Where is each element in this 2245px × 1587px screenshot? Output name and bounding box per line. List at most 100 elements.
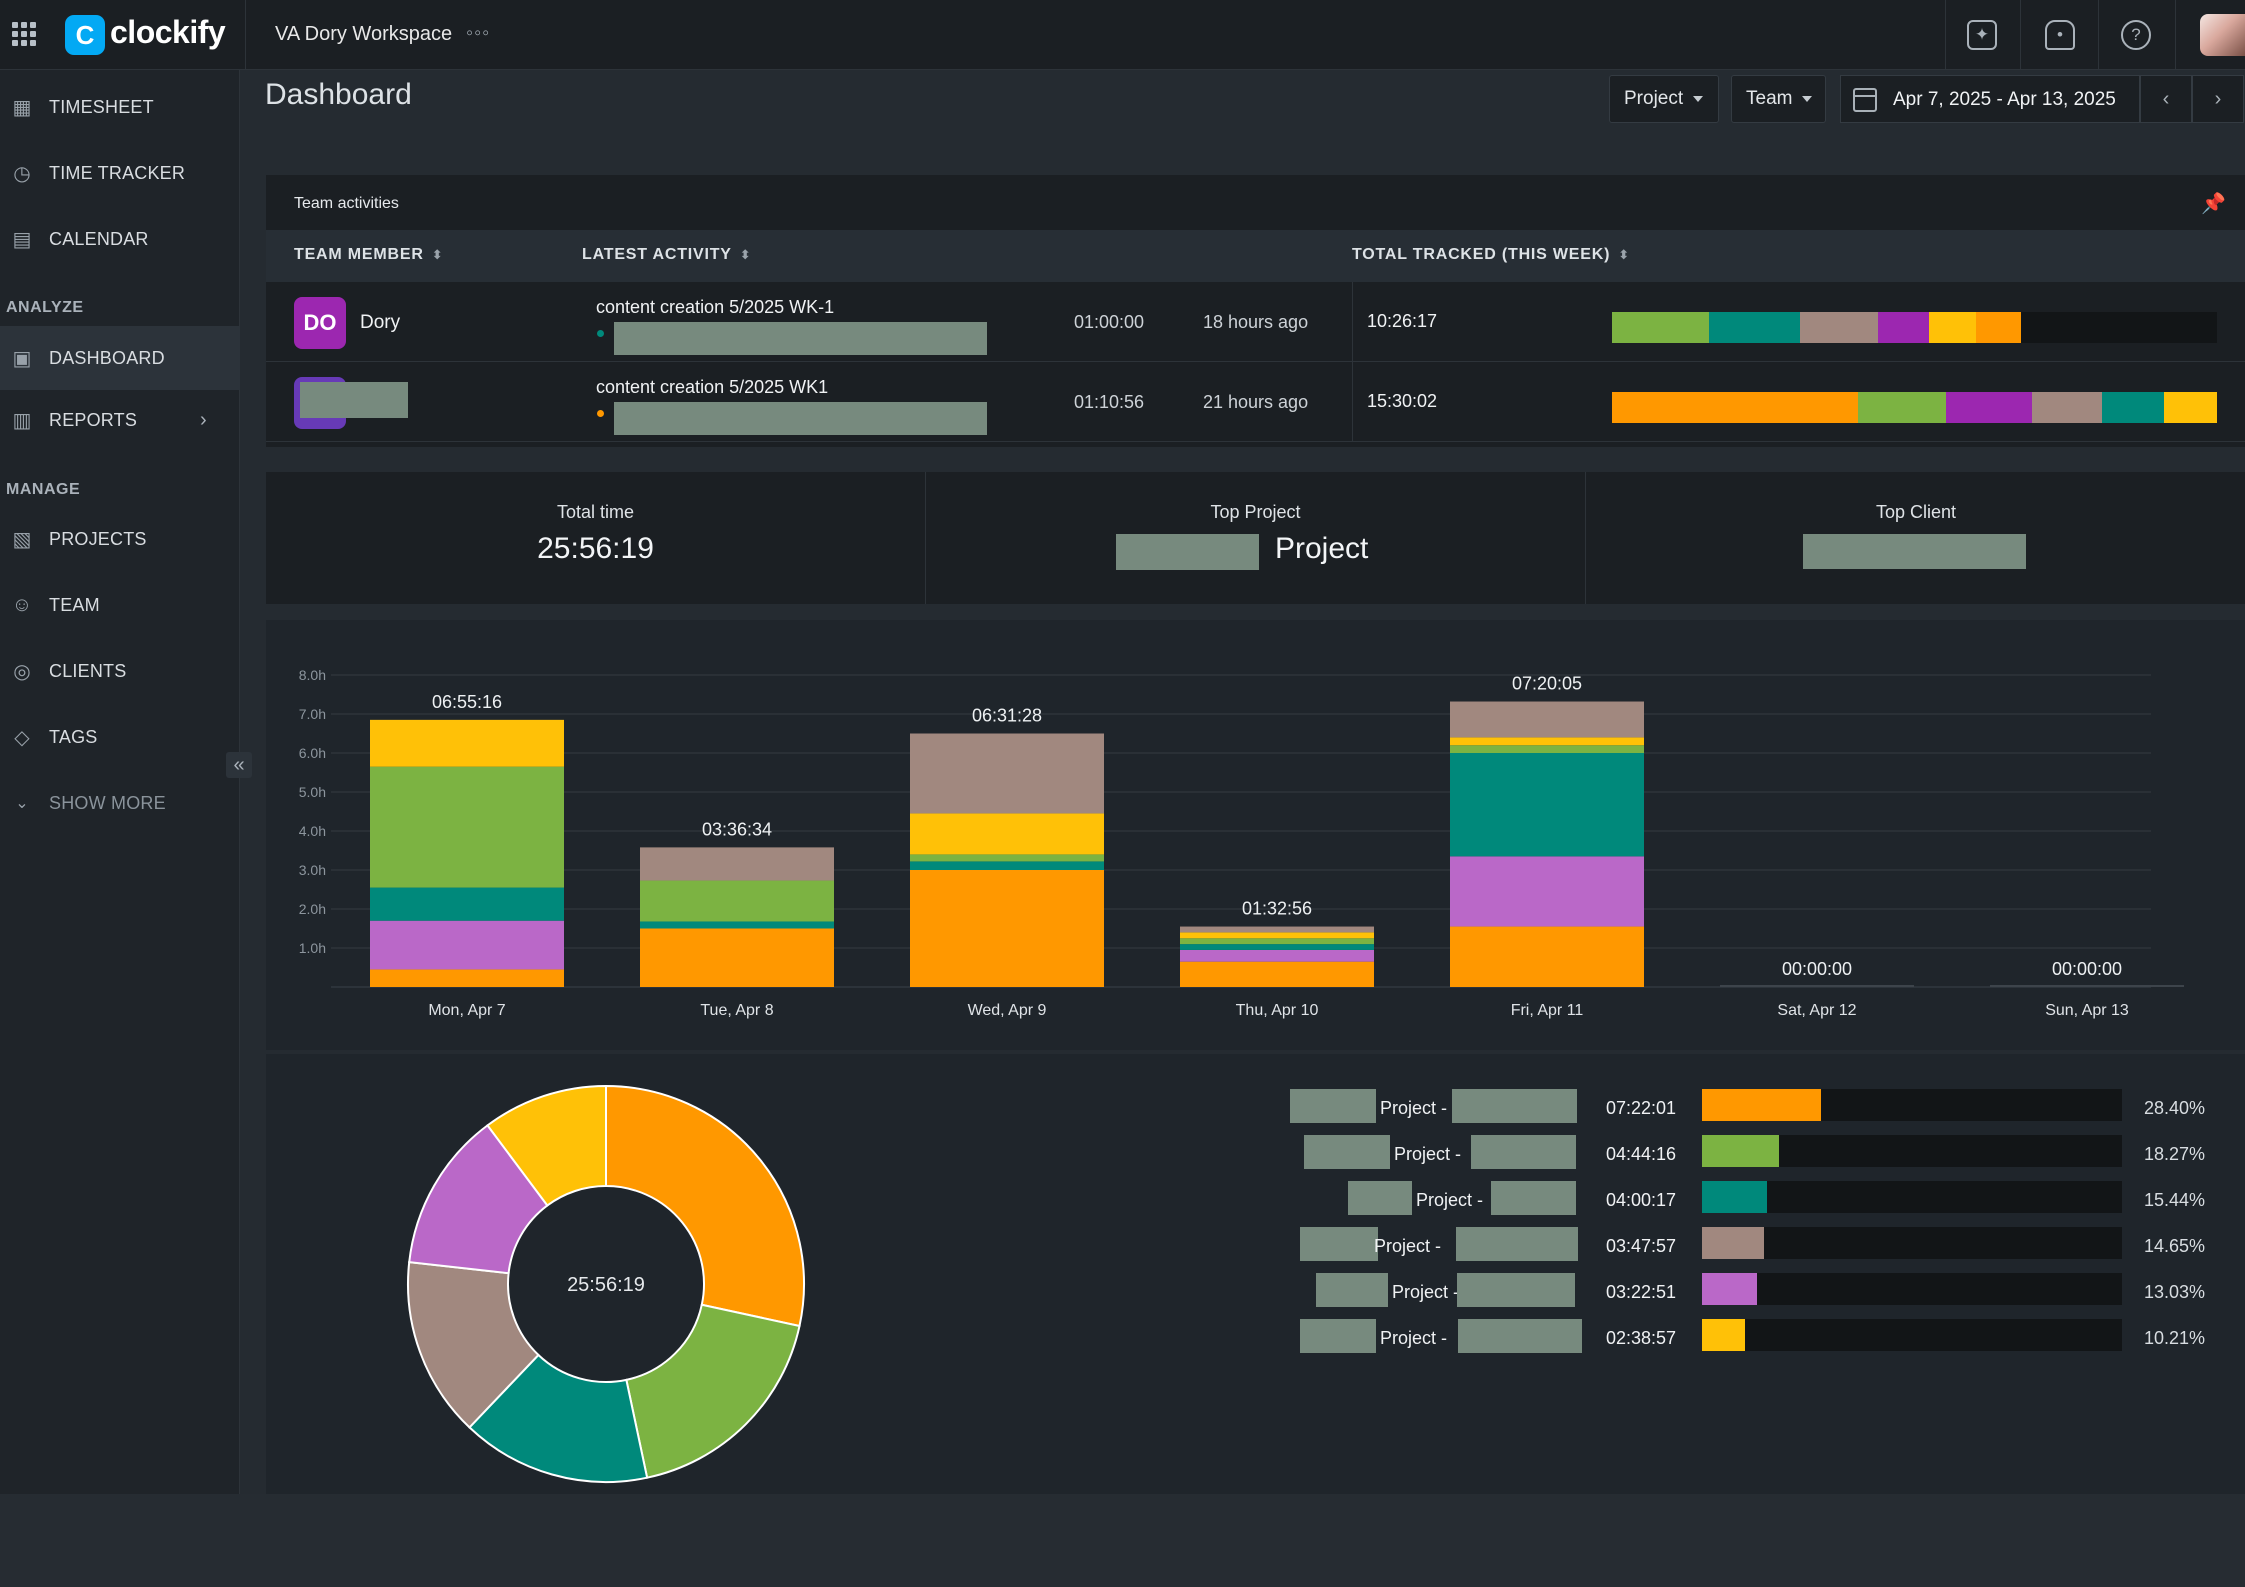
apps-grid-icon[interactable] (12, 22, 36, 46)
sort-icon: ⬍ (1618, 247, 1630, 262)
list-item[interactable]: Project - 03:22:51 13.03% (266, 1273, 2245, 1319)
bar-segment (2102, 392, 2164, 423)
bar-segment[interactable] (1450, 701, 1644, 738)
bell-icon[interactable]: • (2045, 20, 2075, 50)
topbar-separator (2175, 0, 2176, 70)
bar-segment[interactable] (640, 847, 834, 881)
collapse-sidebar-icon[interactable]: « (226, 752, 252, 778)
bar-segment[interactable] (640, 880, 834, 922)
sidebar-item-team[interactable]: ☺ TEAM (0, 575, 240, 635)
column-divider (1352, 282, 1353, 362)
page-title: Dashboard (265, 78, 412, 111)
bar-segment[interactable] (910, 813, 1104, 855)
week-distribution-bar (1612, 392, 2217, 423)
bar-total-label: 06:55:16 (432, 692, 502, 712)
bar-segment[interactable] (1450, 753, 1644, 857)
bar-segment[interactable] (910, 870, 1104, 987)
bar-segment[interactable] (1180, 932, 1374, 939)
sidebar-item-label: TIME TRACKER (49, 162, 186, 183)
list-item[interactable]: Project - 04:44:16 18.27% (266, 1135, 2245, 1181)
redacted-client (1290, 1089, 1376, 1123)
workspace-more-icon[interactable]: ◦◦◦ (466, 22, 491, 44)
help-icon[interactable]: ? (2121, 20, 2151, 50)
sidebar-item-label: REPORTS (49, 409, 138, 430)
donut-slice[interactable] (486, 1084, 607, 1207)
bar-segment[interactable] (370, 969, 564, 987)
sidebar-item-label: PROJECTS (49, 528, 147, 549)
redacted-project-name (1471, 1135, 1576, 1169)
sidebar-item-tags[interactable]: ◇ TAGS (0, 707, 240, 767)
bar-segment[interactable] (1180, 961, 1374, 987)
bar-segment[interactable] (1450, 856, 1644, 927)
dashboard-icon: ▣ (12, 347, 32, 370)
redacted-project-name (1452, 1089, 1577, 1123)
list-item[interactable]: Project - 02:38:57 10.21% (266, 1319, 2245, 1365)
bar-segment[interactable] (910, 861, 1104, 870)
column-team-member[interactable]: TEAM MEMBER ⬍ (294, 246, 443, 264)
y-tick-label: 5.0h (299, 784, 326, 800)
bar-segment[interactable] (640, 928, 834, 988)
bar-segment (1800, 312, 1878, 343)
bar-segment[interactable] (1180, 944, 1374, 950)
user-avatar[interactable] (2200, 14, 2245, 56)
sidebar-item-reports[interactable]: ▥ REPORTS › (0, 390, 240, 450)
bar-segment[interactable] (910, 733, 1104, 814)
breakdown-percent: 14.65% (2144, 1236, 2206, 1256)
donut-slice[interactable] (468, 1353, 649, 1483)
activity-time-ago: 21 hours ago (1203, 392, 1309, 412)
bar-segment[interactable] (370, 719, 564, 767)
sidebar-item-calendar[interactable]: ▤ CALENDAR (0, 209, 240, 269)
list-item[interactable]: Project - 03:47:57 14.65% (266, 1227, 2245, 1273)
breakdown-project-label: Project - (1380, 1328, 1448, 1348)
previous-week-button[interactable]: ‹ (2140, 75, 2192, 123)
bar-segment[interactable] (370, 887, 564, 921)
clock-icon: ◷ (13, 162, 31, 185)
sidebar-item-dashboard[interactable]: ▣ DASHBOARD (0, 326, 240, 390)
bar-segment[interactable] (370, 766, 564, 888)
redacted-project-name (1458, 1319, 1582, 1353)
bar-segment (1946, 392, 2032, 423)
donut-slice[interactable] (407, 1261, 540, 1429)
sidebar-item-label: CLIENTS (49, 660, 127, 681)
y-tick-label: 8.0h (299, 667, 326, 683)
bar-segment[interactable] (640, 921, 834, 929)
breakdown-progress-track (1702, 1135, 2122, 1167)
x-tick-label: Tue, Apr 8 (700, 1002, 773, 1019)
bar-segment[interactable] (1450, 745, 1644, 753)
topbar-separator (2098, 0, 2099, 70)
workspace-name[interactable]: VA Dory Workspace (275, 23, 453, 45)
table-row[interactable]: DO Dory content creation 5/2025 WK-1 01:… (266, 282, 2245, 362)
y-tick-label: 6.0h (299, 745, 326, 761)
table-row[interactable]: content creation 5/2025 WK1 01:10:56 21 … (266, 362, 2245, 442)
next-week-button[interactable]: › (2192, 75, 2244, 123)
bar-segment[interactable] (370, 920, 564, 970)
bar-segment[interactable] (1180, 938, 1374, 945)
total-time-label: Total time (556, 502, 635, 522)
bar-segment[interactable] (1450, 737, 1644, 746)
bar-total-label: 03:36:34 (702, 819, 772, 839)
bar-segment[interactable] (1450, 926, 1644, 987)
sidebar-item-timesheet[interactable]: ▦ TIMESHEET (0, 77, 240, 137)
bar-segment[interactable] (1180, 926, 1374, 933)
breakdown-progress-fill (1702, 1273, 1757, 1305)
team-filter-button[interactable]: Team (1731, 75, 1826, 123)
sidebar-item-time-tracker[interactable]: ◷ TIME TRACKER (0, 143, 240, 203)
list-item[interactable]: Project - 04:00:17 15.44% (266, 1181, 2245, 1227)
date-range-picker[interactable]: Apr 7, 2025 - Apr 13, 2025 (1840, 75, 2140, 123)
sidebar-item-projects[interactable]: ▧ PROJECTS (0, 509, 240, 569)
column-divider (1352, 362, 1353, 442)
donut-slice[interactable] (605, 1084, 805, 1328)
donut-slice[interactable] (625, 1303, 801, 1479)
bar-segment[interactable] (910, 854, 1104, 862)
bar-segment (2032, 392, 2102, 423)
project-filter-button[interactable]: Project (1609, 75, 1719, 123)
column-latest-activity[interactable]: LATEST ACTIVITY ⬍ (582, 246, 751, 264)
sidebar-item-show-more[interactable]: ⌄ SHOW MORE (0, 773, 240, 833)
list-item[interactable]: Project - 07:22:01 28.40% (266, 1089, 2245, 1135)
extensions-icon[interactable]: ✦ (1967, 20, 1997, 50)
pin-icon[interactable]: 📌 (2201, 193, 2226, 215)
sidebar-item-clients[interactable]: ◎ CLIENTS (0, 641, 240, 701)
bar-segment[interactable] (1180, 949, 1374, 962)
bar-segment (1878, 312, 1929, 343)
column-total-tracked[interactable]: TOTAL TRACKED (THIS WEEK) ⬍ (1352, 246, 1630, 264)
